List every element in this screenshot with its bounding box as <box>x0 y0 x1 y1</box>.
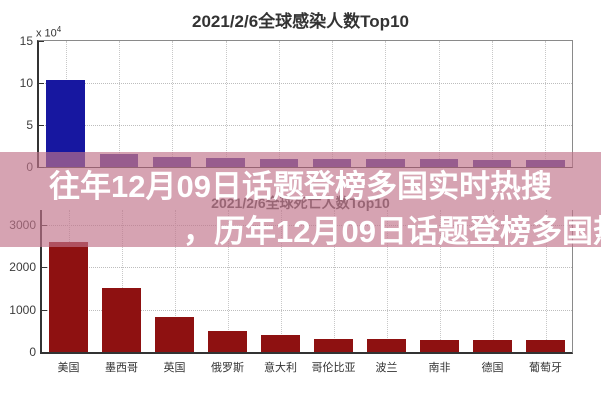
bar-slot <box>148 210 201 352</box>
vertical-gridline <box>225 41 227 167</box>
bar-slot <box>146 41 199 167</box>
bar-德国 <box>473 340 512 352</box>
bar-slot <box>252 41 305 167</box>
x-tick-label: 哥伦比亚 <box>311 362 356 374</box>
vertical-gridline <box>439 210 441 352</box>
bar-slot <box>199 41 252 167</box>
top-chart-title: 2021/2/6全球感染人数Top10 <box>192 12 409 31</box>
y-tick-mark <box>39 125 44 126</box>
bar-slot <box>519 41 572 167</box>
y-tick-label: 0 <box>29 345 36 359</box>
bar-葡萄牙 <box>526 340 565 352</box>
horizontal-gridline <box>39 83 572 84</box>
vertical-gridline <box>492 210 494 352</box>
y-tick-label: 5 <box>26 118 33 132</box>
bar-slot <box>307 210 360 352</box>
bar-slot <box>92 41 145 167</box>
vertical-gridline <box>121 210 123 352</box>
vertical-gridline <box>333 210 335 352</box>
x-tick-label: 德国 <box>481 362 504 374</box>
vertical-gridline <box>545 210 547 352</box>
y-tick-mark <box>42 309 47 311</box>
headline-line-2: ，历年12月09日话题登榜多国热搜现 <box>183 214 601 249</box>
bars-container <box>42 210 572 352</box>
bar-slot <box>42 210 95 352</box>
vertical-gridline <box>545 41 547 167</box>
headline-line-1: 往年12月09日话题登榜多国实时热搜 <box>49 169 552 204</box>
y-tick-mark <box>39 83 44 84</box>
vertical-gridline <box>118 41 120 167</box>
x-tick-label: 波兰 <box>375 362 398 374</box>
y-unit-base: x 10 <box>36 27 57 40</box>
vertical-gridline <box>385 41 387 167</box>
bar-slot <box>39 41 92 167</box>
bar-slot <box>254 210 307 352</box>
vertical-gridline <box>492 41 494 167</box>
y-unit-exponent: 4 <box>56 25 62 34</box>
x-tick-label: 南非 <box>428 362 451 374</box>
x-tick-label: 墨西哥 <box>105 362 138 374</box>
bar-slot <box>466 210 519 352</box>
x-tick-label: 美国 <box>57 362 80 374</box>
y-tick-label: 10 <box>19 76 33 90</box>
horizontal-gridline <box>42 267 572 269</box>
bar-slot <box>465 41 518 167</box>
y-tick-mark <box>42 267 47 269</box>
y-tick-label: 15 <box>19 34 33 48</box>
bar-意大利 <box>261 335 300 352</box>
bar-英国 <box>155 317 194 352</box>
y-axis-unit-label: x 104 <box>36 25 61 40</box>
vertical-gridline <box>172 41 174 167</box>
bars-container <box>39 41 572 167</box>
vertical-gridline <box>386 210 388 352</box>
vertical-gridline <box>280 210 282 352</box>
vertical-gridline <box>332 41 334 167</box>
vertical-gridline <box>227 210 229 352</box>
bar-slot <box>305 41 358 167</box>
bar-哥伦比亚 <box>314 338 353 352</box>
y-tick-label: 2000 <box>9 260 36 275</box>
bar-美国 <box>49 241 88 352</box>
bar-slot <box>519 210 572 352</box>
bar-slot <box>95 210 148 352</box>
y-tick-mark <box>39 41 44 42</box>
x-tick-label: 英国 <box>163 362 186 374</box>
bar-slot <box>360 210 413 352</box>
vertical-gridline <box>174 210 176 352</box>
vertical-gridline <box>278 41 280 167</box>
vertical-gridline <box>438 41 440 167</box>
headline-overlay-banner: 往年12月09日话题登榜多国实时热搜 ，历年12月09日话题登榜多国热搜现 <box>0 152 601 249</box>
x-tick-label: 俄罗斯 <box>211 362 244 374</box>
bar-墨西哥 <box>102 288 141 352</box>
top-bar-chart: 051015 <box>20 34 573 174</box>
bar-slot <box>201 210 254 352</box>
bar-slot <box>359 41 412 167</box>
x-tick-label: 葡萄牙 <box>529 362 562 374</box>
x-tick-label: 意大利 <box>264 362 297 374</box>
horizontal-gridline <box>39 125 572 126</box>
horizontal-gridline <box>42 309 572 311</box>
bar-波兰 <box>367 339 406 352</box>
y-tick-label: 1000 <box>9 302 36 317</box>
bar-slot <box>413 210 466 352</box>
bar-俄罗斯 <box>208 331 247 352</box>
bar-南非 <box>420 339 459 352</box>
bar-slot <box>412 41 465 167</box>
y-tick-mark <box>42 352 47 353</box>
